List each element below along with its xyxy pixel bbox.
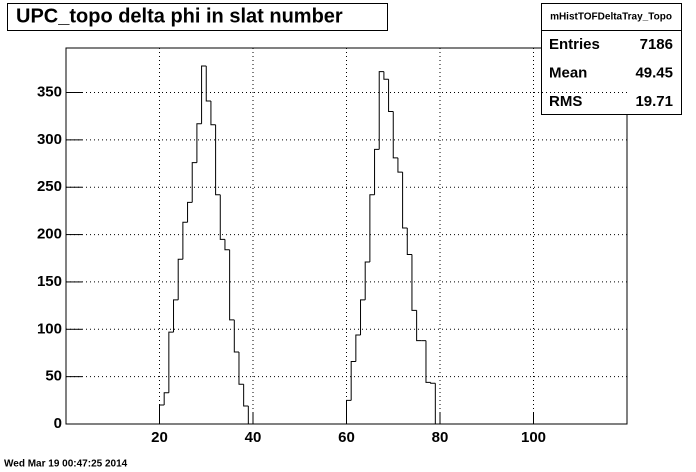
histogram-bin (383, 71, 389, 80)
histogram-bin (350, 360, 356, 401)
histogram-bin (191, 162, 197, 203)
histogram-bin (346, 399, 352, 424)
histogram-bin (163, 392, 169, 406)
stats-label: Entries (549, 36, 600, 53)
histogram-bin (229, 249, 235, 321)
histogram-bin (224, 239, 230, 251)
histogram-bin (392, 111, 398, 159)
histogram-bin (360, 299, 366, 335)
histogram-bin (406, 227, 412, 255)
histogram-bin (402, 172, 408, 229)
histogram-bin (369, 194, 375, 263)
histogram-bin (215, 124, 221, 196)
stats-value: 7186 (640, 36, 673, 53)
y-tick-label: 300 (37, 131, 62, 148)
timestamp: Wed Mar 19 00:47:25 2014 (4, 459, 128, 470)
stats-label: Mean (549, 64, 587, 81)
y-tick-label: 350 (37, 83, 62, 100)
histogram-bin (430, 382, 436, 384)
histogram-bin (397, 157, 403, 173)
histogram-bin (411, 254, 417, 311)
histogram-bin (247, 406, 253, 425)
histogram-bin (182, 221, 188, 260)
x-tick-label: 100 (521, 429, 546, 446)
histogram-bin (364, 261, 370, 300)
y-tick-label: 100 (37, 320, 62, 337)
histogram-bin (243, 384, 249, 407)
chart-title: UPC_topo delta phi in slat number (16, 5, 343, 27)
x-tick-label: 80 (432, 429, 449, 446)
histogram-bin (177, 258, 183, 300)
histogram-bin (233, 319, 239, 353)
stats-value: 19.71 (635, 93, 673, 110)
histogram-bin (378, 71, 384, 150)
histogram-bin (374, 148, 380, 195)
histogram-bin (425, 340, 431, 383)
histogram-bin (168, 331, 174, 393)
stats-name: mHistTOFDeltaTray_Topo (550, 12, 672, 23)
histogram-bin (201, 65, 207, 124)
histogram-bin (205, 65, 211, 102)
histogram-bin (238, 352, 244, 385)
y-tick-label: 200 (37, 226, 62, 243)
histogram-bin (416, 310, 422, 342)
y-tick-label: 150 (37, 273, 62, 290)
title-box (7, 3, 388, 31)
histogram-bin (434, 383, 440, 425)
y-tick-label: 0 (54, 415, 62, 432)
histogram-bin (219, 194, 225, 240)
histogram-bin (173, 299, 179, 333)
x-tick-label: 40 (245, 429, 262, 446)
y-tick-label: 50 (45, 368, 62, 385)
x-tick-label: 60 (338, 429, 355, 446)
y-tick-label: 250 (37, 178, 62, 195)
histogram-bin (187, 201, 193, 223)
histogram-bin (388, 79, 394, 112)
histogram-bin (196, 123, 202, 163)
x-tick-label: 20 (151, 429, 168, 446)
histogram-bin (159, 404, 165, 424)
stats-value: 49.45 (635, 64, 673, 81)
histogram-bin (355, 334, 361, 362)
histogram-bin (210, 101, 216, 126)
stats-box (541, 3, 682, 115)
stats-label: RMS (549, 93, 582, 110)
